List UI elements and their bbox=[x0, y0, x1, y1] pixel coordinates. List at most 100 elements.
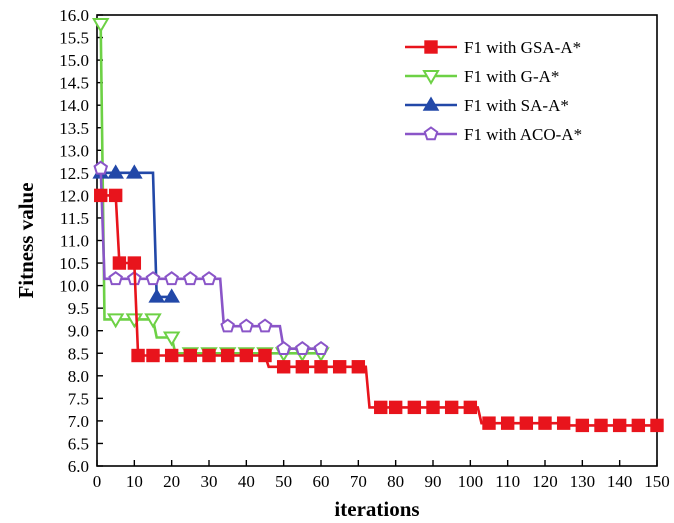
data-point-f1-with-gsa-a bbox=[519, 416, 534, 430]
y-tick-label: 6.5 bbox=[68, 434, 89, 453]
data-point-f1-with-gsa-a bbox=[407, 400, 422, 415]
y-tick-label: 10.5 bbox=[59, 254, 89, 273]
y-tick-label: 11.5 bbox=[60, 209, 89, 228]
data-point-f1-with-g-a bbox=[91, 18, 110, 34]
data-point-f1-with-gsa-a bbox=[220, 348, 235, 363]
data-point-f1-with-gsa-a bbox=[332, 360, 347, 374]
y-tick-label: 15.0 bbox=[59, 51, 89, 70]
y-tick-label: 8.0 bbox=[68, 367, 89, 386]
y-axis: 6.0 6.5 7.0 7.5 8.0 8.5 9.0 9.5 10.0 10.5 11.0 11.5… bbox=[59, 6, 103, 476]
series-f1-with-gsa-a bbox=[94, 188, 664, 433]
x-axis-title: iterations bbox=[334, 497, 419, 521]
legend-entry-f1-with-g-a: F1 with G-A* bbox=[405, 67, 559, 86]
data-point-f1-with-gsa-a bbox=[482, 416, 496, 430]
x-tick-label: 20 bbox=[163, 472, 180, 491]
x-tick-label: 0 bbox=[93, 472, 102, 491]
data-point-f1-with-gsa-a bbox=[538, 416, 552, 430]
data-point-f1-with-gsa-a bbox=[631, 418, 646, 433]
x-tick-label: 140 bbox=[607, 472, 633, 491]
y-tick-label: 13.5 bbox=[59, 119, 89, 138]
plot-border bbox=[96, 14, 658, 467]
data-point-f1-with-aco-a bbox=[276, 340, 291, 355]
legend-marker bbox=[422, 70, 440, 85]
data-point-f1-with-gsa-a bbox=[258, 348, 272, 363]
legend-entry-f1-with-sa-a: F1 with SA-A* bbox=[405, 96, 569, 115]
data-point-f1-with-aco-a bbox=[145, 271, 161, 286]
legend-label: F1 with G-A* bbox=[464, 67, 559, 86]
data-point-f1-with-aco-a bbox=[108, 271, 123, 286]
y-tick-label: 11.0 bbox=[60, 232, 89, 251]
legend-label: F1 with SA-A* bbox=[464, 96, 569, 115]
data-point-f1-with-aco-a bbox=[183, 271, 198, 286]
x-tick-label: 10 bbox=[126, 472, 143, 491]
legend-entry-f1-with-gsa-a: F1 with GSA-A* bbox=[405, 38, 581, 57]
data-point-f1-with-sa-a bbox=[148, 288, 166, 303]
legend-marker bbox=[423, 126, 439, 141]
data-point-f1-with-gsa-a bbox=[239, 348, 254, 363]
x-tick-label: 30 bbox=[201, 472, 218, 491]
legend-label: F1 with GSA-A* bbox=[464, 38, 581, 57]
data-point-f1-with-aco-a bbox=[257, 318, 273, 333]
y-tick-label: 6.0 bbox=[68, 457, 89, 476]
data-point-f1-with-gsa-a bbox=[556, 416, 571, 430]
data-point-f1-with-aco-a bbox=[201, 271, 217, 286]
series-line-f1-with-gsa-a bbox=[100, 194, 657, 427]
data-point-f1-with-gsa-a bbox=[500, 416, 515, 430]
data-point-f1-with-gsa-a bbox=[594, 418, 608, 433]
y-tick-label: 13.0 bbox=[59, 141, 89, 160]
data-point-f1-with-gsa-a bbox=[202, 348, 216, 363]
x-tick-label: 110 bbox=[495, 472, 520, 491]
data-point-f1-with-sa-a bbox=[107, 164, 124, 179]
data-point-f1-with-gsa-a bbox=[374, 400, 388, 415]
legend: F1 with GSA-A* F1 with G-A* F1 with SA-A* F… bbox=[405, 38, 582, 144]
x-tick-label: 100 bbox=[458, 472, 484, 491]
x-tick-label: 70 bbox=[350, 472, 367, 491]
y-tick-label: 12.0 bbox=[59, 186, 89, 205]
y-tick-label: 7.0 bbox=[68, 412, 89, 431]
series-layer bbox=[91, 18, 664, 433]
data-point-f1-with-gsa-a bbox=[612, 418, 627, 433]
data-point-f1-with-g-a bbox=[162, 331, 181, 347]
data-point-f1-with-gsa-a bbox=[426, 400, 440, 415]
x-tick-label: 60 bbox=[313, 472, 330, 491]
y-tick-label: 15.5 bbox=[59, 29, 89, 48]
series-line-f1-with-g-a bbox=[97, 22, 321, 355]
data-point-f1-with-gsa-a bbox=[127, 256, 142, 270]
y-tick-label: 14.5 bbox=[59, 74, 89, 93]
y-tick-label: 7.5 bbox=[68, 389, 89, 408]
y-tick-label: 16.0 bbox=[59, 6, 89, 25]
data-point-f1-with-gsa-a bbox=[351, 360, 366, 374]
data-point-f1-with-gsa-a bbox=[112, 256, 127, 270]
y-axis-title: Fitness value bbox=[14, 182, 38, 298]
series-f1-with-aco-a bbox=[93, 160, 329, 355]
data-point-f1-with-sa-a bbox=[126, 164, 143, 179]
x-tick-label: 40 bbox=[238, 472, 255, 491]
data-point-f1-with-aco-a bbox=[220, 318, 235, 333]
series-f1-with-g-a bbox=[91, 18, 330, 363]
x-tick-label: 150 bbox=[644, 472, 670, 491]
x-axis: 0 10 20 30 40 50 60 70 80 90 100 110 120 130 140 150 bbox=[93, 460, 670, 491]
data-point-f1-with-aco-a bbox=[313, 340, 329, 355]
data-point-f1-with-aco-a bbox=[295, 340, 310, 355]
x-tick-label: 120 bbox=[532, 472, 558, 491]
data-point-f1-with-gsa-a bbox=[108, 188, 123, 203]
x-tick-label: 90 bbox=[425, 472, 442, 491]
legend-marker bbox=[422, 96, 440, 111]
y-tick-label: 10.0 bbox=[59, 277, 89, 296]
y-tick-label: 12.5 bbox=[59, 164, 89, 183]
y-tick-label: 14.0 bbox=[59, 96, 89, 115]
legend-label: F1 with ACO-A* bbox=[464, 125, 582, 144]
data-point-f1-with-gsa-a bbox=[314, 360, 328, 374]
data-point-f1-with-gsa-a bbox=[295, 360, 310, 374]
data-point-f1-with-aco-a bbox=[239, 318, 254, 333]
data-point-f1-with-gsa-a bbox=[575, 418, 590, 433]
data-point-f1-with-gsa-a bbox=[164, 348, 179, 363]
data-point-f1-with-gsa-a bbox=[388, 400, 403, 415]
data-point-f1-with-gsa-a bbox=[650, 418, 664, 433]
x-tick-label: 50 bbox=[275, 472, 292, 491]
data-point-f1-with-gsa-a bbox=[463, 400, 478, 415]
x-tick-label: 80 bbox=[387, 472, 404, 491]
legend-entry-f1-with-aco-a: F1 with ACO-A* bbox=[405, 125, 582, 144]
